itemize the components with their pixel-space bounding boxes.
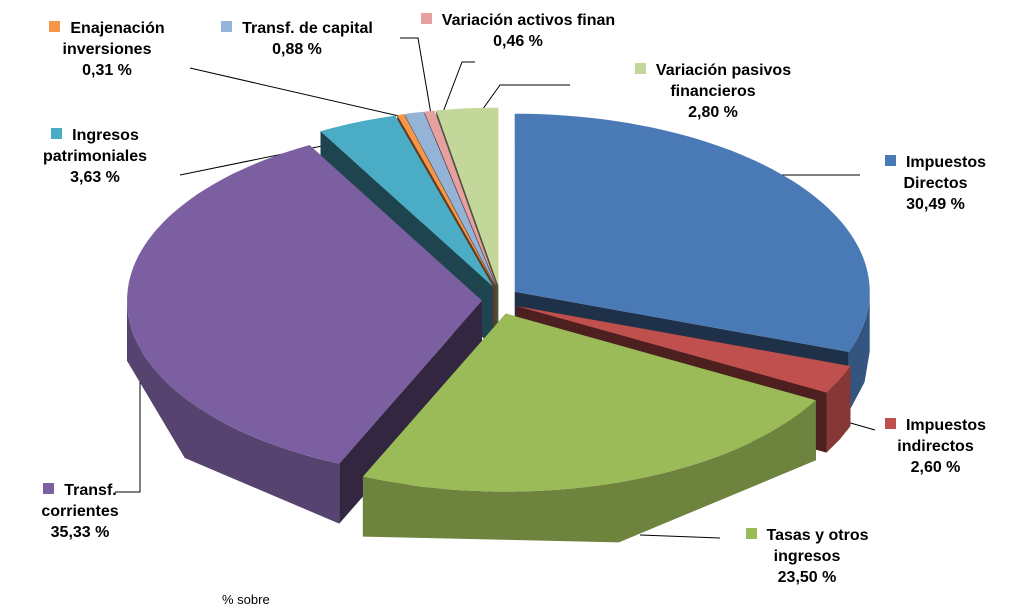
leader-line bbox=[400, 37, 433, 121]
slice-wall bbox=[826, 366, 851, 453]
slice bbox=[436, 107, 499, 286]
legend-label: Variación pasivos financieros bbox=[655, 62, 792, 100]
slice bbox=[362, 313, 816, 492]
legend-label: Transf. corrientes bbox=[41, 482, 119, 520]
value-label: 2,60 % bbox=[910, 459, 961, 476]
legend-swatch bbox=[884, 418, 896, 429]
slice-wall bbox=[127, 300, 340, 524]
leader-line bbox=[639, 534, 721, 539]
legend-swatch bbox=[884, 155, 896, 166]
value-label: 2,80 % bbox=[688, 104, 738, 121]
slice-wall bbox=[848, 291, 870, 412]
legend-swatch bbox=[51, 128, 63, 139]
legend-swatch bbox=[221, 21, 233, 32]
legend-label: Impuestos indirectos bbox=[897, 417, 986, 455]
legend-swatch bbox=[49, 21, 61, 32]
legend-label: Transf. de capital bbox=[242, 20, 373, 37]
value-label: 3,63 % bbox=[70, 169, 120, 186]
legend-swatch bbox=[43, 483, 55, 494]
pie bbox=[127, 107, 870, 543]
caption: % sobre bbox=[222, 592, 270, 607]
legend-label: Impuestos Directos bbox=[903, 154, 986, 192]
data-label: Transf. corrientes 35,33 % bbox=[5, 480, 155, 543]
slice-wall bbox=[362, 400, 816, 543]
leader-line bbox=[189, 67, 426, 123]
legend-label: Ingresos patrimoniales bbox=[42, 127, 148, 165]
data-label: Ingresos patrimoniales 3,63 % bbox=[5, 125, 185, 188]
legend-label: Tasas y otros ingresos bbox=[766, 527, 869, 565]
legend-swatch bbox=[745, 528, 757, 539]
data-label: Impuestos indirectos 2,60 % bbox=[868, 415, 1003, 478]
value-label: 35,33 % bbox=[50, 524, 110, 541]
slice bbox=[514, 113, 870, 352]
legend-label: Enajenación inversiones bbox=[62, 20, 165, 58]
slice bbox=[516, 305, 851, 393]
legend-swatch bbox=[634, 63, 646, 74]
value-label: 23,50 % bbox=[777, 569, 837, 586]
legend-label: Variación activos finan bbox=[441, 12, 616, 29]
slice bbox=[397, 114, 496, 287]
value-label: 0,88 % bbox=[272, 41, 322, 58]
slice bbox=[404, 111, 496, 286]
value-label: 0,46 % bbox=[493, 33, 543, 50]
data-label: Impuestos Directos 30,49 % bbox=[868, 152, 1003, 215]
data-label: Tasas y otros ingresos 23,50 % bbox=[722, 525, 892, 588]
data-label: Variación activos finan 0,46 % bbox=[418, 10, 618, 52]
data-label: Transf. de capital 0,88 % bbox=[192, 18, 402, 60]
slice bbox=[127, 145, 483, 464]
legend-swatch bbox=[420, 13, 432, 24]
data-label: Enajenación inversiones 0,31 % bbox=[22, 18, 192, 81]
data-label: Variación pasivos financieros 2,80 % bbox=[608, 60, 818, 123]
value-label: 30,49 % bbox=[906, 196, 965, 213]
slice bbox=[424, 110, 497, 286]
value-label: 0,31 % bbox=[82, 62, 132, 79]
leader-line bbox=[439, 61, 475, 121]
slice bbox=[320, 115, 494, 287]
